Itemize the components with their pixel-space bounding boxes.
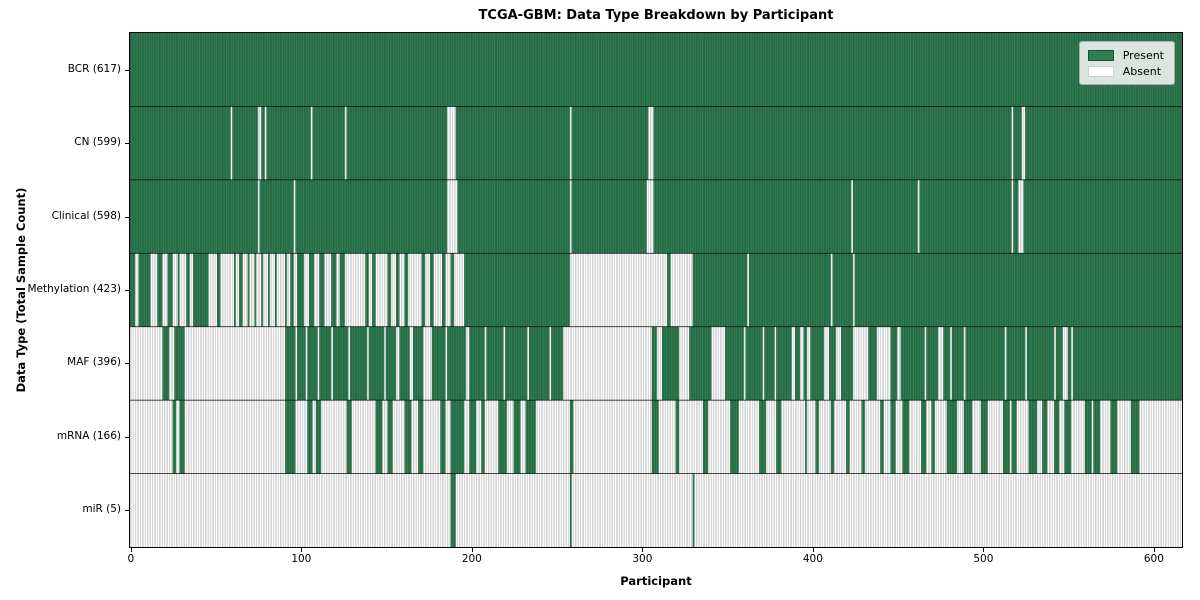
bar-edges-overlay (130, 33, 1182, 547)
x-axis-label: Participant (620, 574, 692, 588)
x-tick-mark-400 (812, 548, 814, 552)
y-tick-mark-CN (125, 143, 129, 145)
y-tick-mark-Clinical (125, 216, 129, 218)
y-tick-label-MAF: MAF (396) (67, 356, 121, 369)
plot-area: Present Absent (129, 32, 1183, 548)
heatmap-svg (130, 33, 1182, 547)
x-tick-mark-0 (130, 548, 132, 552)
x-tick-mark-300 (642, 548, 644, 552)
x-tick-label-500: 500 (973, 553, 994, 565)
x-tick-label-400: 400 (802, 553, 823, 565)
x-tick-mark-200 (471, 548, 473, 552)
y-tick-mark-miR (125, 510, 129, 512)
legend-entry-absent: Absent (1087, 65, 1164, 78)
y-tick-mark-mRNA (125, 436, 129, 438)
legend-absent-swatch (1087, 66, 1114, 77)
x-tick-mark-500 (983, 548, 985, 552)
x-tick-label-300: 300 (632, 553, 653, 565)
y-tick-mark-MAF (125, 363, 129, 365)
x-tick-label-0: 0 (127, 553, 135, 565)
y-tick-label-Clinical: Clinical (598) (51, 209, 121, 222)
y-tick-label-miR: miR (5) (82, 503, 121, 516)
chart-title: TCGA-GBM: Data Type Breakdown by Partici… (478, 8, 834, 23)
legend-entry-present: Present (1087, 49, 1164, 62)
x-tick-label-600: 600 (1143, 553, 1164, 565)
y-tick-mark-Methylation (125, 290, 129, 291)
y-tick-label-CN: CN (599) (74, 136, 121, 149)
y-tick-label-mRNA: mRNA (166) (56, 429, 121, 442)
legend-present-label: Present (1122, 49, 1164, 62)
y-tick-label-BCR: BCR (617) (67, 62, 121, 75)
x-tick-mark-600 (1153, 548, 1155, 552)
y-tick-label-Methylation: Methylation (423) (27, 283, 121, 295)
x-tick-mark-100 (301, 548, 303, 552)
legend-absent-label: Absent (1122, 65, 1162, 78)
legend: Present Absent (1078, 41, 1175, 85)
x-tick-label-100: 100 (291, 553, 312, 565)
x-tick-label-200: 200 (461, 553, 482, 565)
legend-present-swatch (1087, 50, 1114, 61)
y-tick-mark-BCR (125, 69, 129, 71)
